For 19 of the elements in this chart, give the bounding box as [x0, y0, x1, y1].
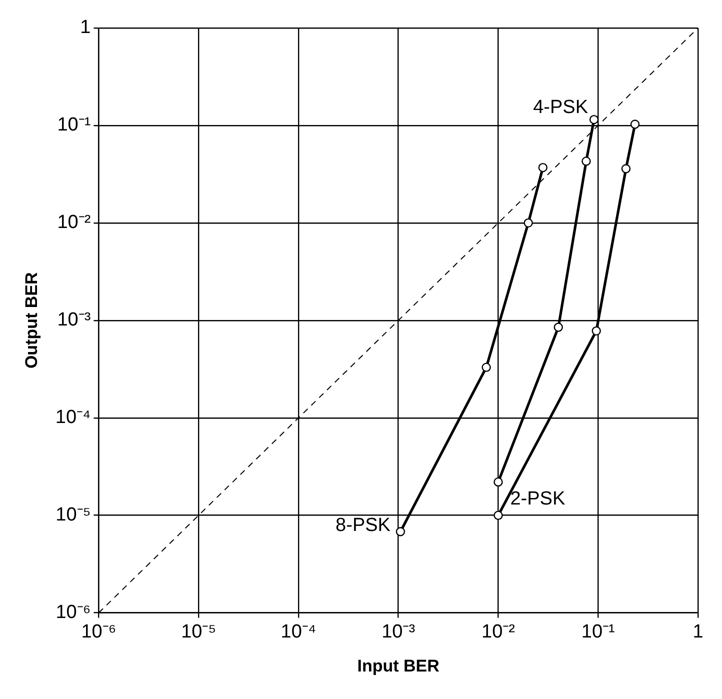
x-tick-label: 1 [692, 621, 704, 642]
series-label: 8-PSK [336, 514, 391, 536]
x-tick-label: 10⁻³ [382, 621, 416, 642]
x-tick-label: 10⁻⁴ [280, 621, 316, 642]
x-tick-label: 10⁻⁶ [81, 621, 116, 642]
y-tick-label: 10⁻⁴ [55, 407, 91, 428]
y-tick-label: 10⁻⁵ [56, 504, 91, 526]
x-tick-label: 10⁻⁵ [181, 621, 216, 642]
y-axis-title: Output BER [22, 272, 41, 369]
y-tick-label: 10⁻³ [57, 310, 91, 331]
series-label: 2-PSK [510, 488, 566, 510]
y-tick-label: 10⁻¹ [57, 114, 91, 136]
y-tick-label: 10⁻⁶ [56, 602, 91, 624]
y-tick-label: 10⁻² [57, 212, 91, 234]
x-tick-label: 10⁻¹ [581, 621, 615, 642]
x-tick-label: 10⁻² [482, 621, 515, 642]
x-axis-title: Input BER [357, 656, 440, 676]
series-label: 4-PSK [533, 96, 588, 118]
y-tick-label: 1 [80, 17, 91, 38]
